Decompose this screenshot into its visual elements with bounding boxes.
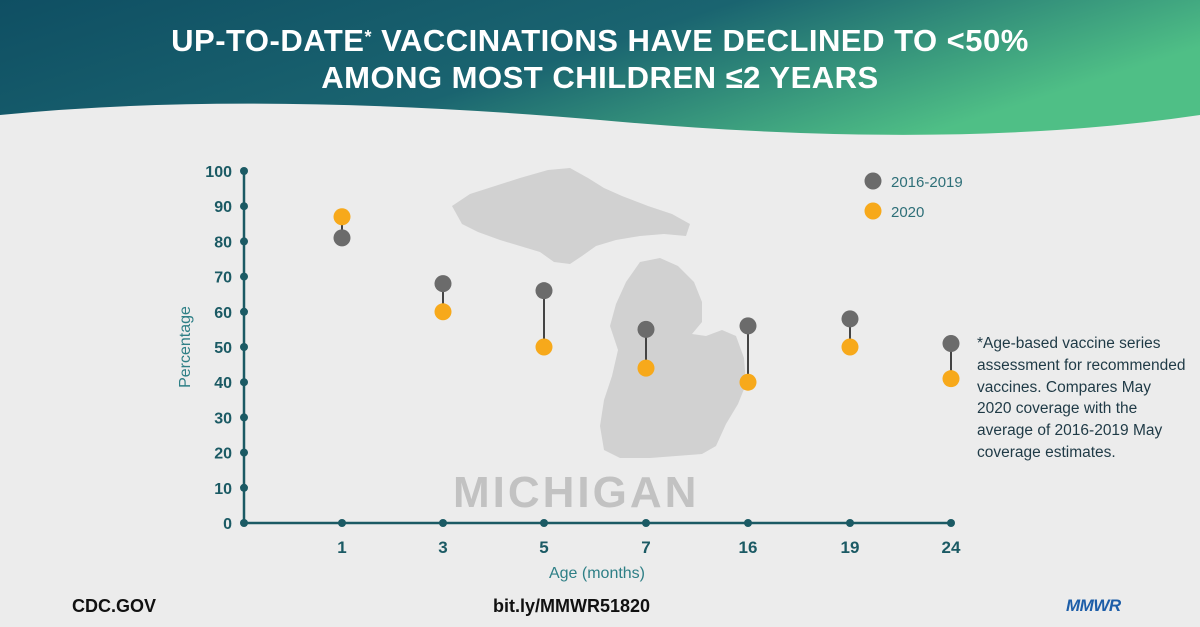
point-2020-19 (841, 338, 859, 356)
title-part2: VACCINATIONS HAVE DECLINED TO <50% (371, 23, 1029, 58)
y-tick-dot-40 (240, 378, 248, 387)
y-tick-dot-80 (240, 237, 248, 246)
michigan-watermark: MICHIGAN (453, 468, 700, 517)
mmwr-short-link[interactable]: bit.ly/MMWR51820 (493, 596, 651, 616)
y-tick-dot-90 (240, 202, 248, 211)
y-tick-label-10: 10 (214, 481, 232, 498)
x-tick-dot-7 (642, 519, 650, 527)
point-2016-2019-7 (637, 320, 655, 338)
footnote: *Age-based vaccine series assessment for… (977, 335, 1186, 461)
y-tick-label-90: 90 (214, 199, 232, 216)
legend-swatch-2016-2019 (864, 172, 882, 190)
y-tick-dot-20 (240, 448, 248, 457)
michigan-map-silhouette (452, 168, 746, 458)
title-asterisk: * (364, 27, 372, 47)
x-tick-label-5: 5 (539, 538, 548, 557)
point-2016-2019-16 (739, 317, 757, 335)
x-tick-label-24: 24 (942, 538, 961, 557)
legend-swatch-2020 (864, 202, 882, 220)
point-2020-1 (333, 208, 351, 226)
x-tick-label-16: 16 (739, 538, 758, 557)
point-2016-2019-1 (333, 229, 351, 247)
point-2020-24 (942, 370, 960, 388)
x-tick-label-19: 19 (841, 538, 860, 557)
point-2020-16 (739, 373, 757, 391)
y-tick-dot-30 (240, 413, 248, 422)
chart-title: UP-TO-DATE* VACCINATIONS HAVE DECLINED T… (0, 22, 1200, 96)
point-2016-2019-24 (942, 334, 960, 352)
point-2020-3 (434, 303, 452, 321)
header-banner (0, 0, 1200, 135)
mmwr-logo: MMWR (1066, 596, 1121, 615)
x-axis-title: Age (months) (549, 565, 645, 582)
point-2020-5 (535, 338, 553, 356)
y-tick-label-0: 0 (223, 516, 232, 533)
y-axis-title: Percentage (177, 306, 194, 388)
y-tick-label-60: 60 (214, 305, 232, 322)
x-tick-dot-1 (338, 519, 346, 527)
x-tick-dot-19 (846, 519, 854, 527)
x-tick-label-7: 7 (641, 538, 650, 557)
x-tick-label-3: 3 (438, 538, 447, 557)
y-tick-label-20: 20 (214, 446, 232, 463)
point-2016-2019-19 (841, 310, 859, 328)
y-tick-label-100: 100 (205, 164, 232, 181)
x-tick-dot-3 (439, 519, 447, 527)
x-tick-label-1: 1 (337, 538, 346, 557)
point-2016-2019-5 (535, 282, 553, 300)
y-tick-label-80: 80 (214, 234, 232, 251)
title-line2: AMONG MOST CHILDREN ≤2 YEARS (321, 60, 879, 95)
y-tick-dot-50 (240, 343, 248, 351)
y-tick-dot-100 (240, 167, 248, 175)
legend-label-2020: 2020 (891, 204, 924, 221)
y-tick-dot-0 (240, 519, 248, 527)
y-tick-dot-10 (240, 483, 248, 492)
x-tick-dot-16 (744, 519, 752, 527)
title-part1: UP-TO-DATE (171, 23, 365, 58)
x-tick-dot-5 (540, 519, 548, 527)
x-tick-dot-24 (947, 519, 955, 527)
legend-label-2016-2019: 2016-2019 (891, 174, 963, 191)
y-tick-label-40: 40 (214, 375, 232, 392)
point-2020-7 (637, 359, 655, 377)
y-tick-label-70: 70 (214, 270, 232, 287)
cdc-gov-link[interactable]: CDC.GOV (72, 596, 157, 616)
y-tick-dot-60 (240, 307, 248, 316)
y-tick-dot-70 (240, 272, 248, 281)
point-2016-2019-3 (434, 275, 452, 293)
y-tick-label-30: 30 (214, 410, 232, 427)
y-tick-label-50: 50 (214, 340, 232, 357)
